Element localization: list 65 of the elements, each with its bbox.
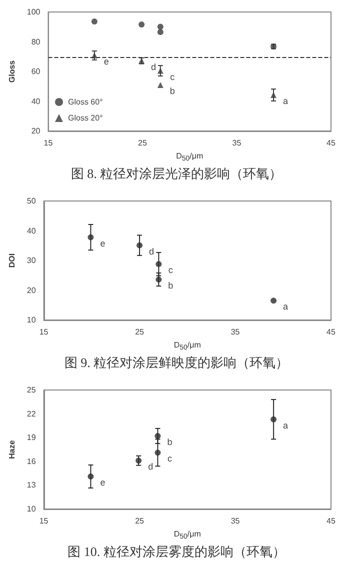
annotation: c: [168, 265, 174, 276]
legend-label: Gloss 60°: [68, 98, 103, 106]
y-axis-title: Gloss: [8, 60, 16, 83]
annotation: a: [283, 420, 288, 430]
x-tick-label: 25: [135, 328, 145, 336]
y-tick-label: 10: [26, 504, 36, 514]
point: [136, 458, 142, 464]
y-axis-title: DOI: [8, 253, 16, 268]
x-tick-label: 35: [230, 516, 240, 526]
point: [157, 68, 164, 74]
x-tick-label: 15: [39, 516, 49, 526]
annotation: a: [283, 302, 288, 312]
point: [156, 261, 162, 268]
y-tick-label: 19: [26, 433, 36, 442]
annotation: c: [170, 72, 176, 82]
point: [154, 450, 161, 456]
y-tick-label: 13: [26, 480, 36, 490]
annotation: b: [167, 437, 172, 448]
annotation: d: [148, 462, 154, 472]
x-tick-label: 35: [230, 328, 240, 336]
point: [270, 298, 277, 304]
annotation: e: [100, 238, 106, 248]
point: [88, 234, 94, 240]
y-tick-label: 30: [26, 256, 36, 265]
point: [157, 24, 164, 30]
x-tick-label: 35: [232, 138, 242, 148]
annotation: b: [168, 280, 174, 291]
point: [157, 82, 164, 88]
x-tick-label: 15: [44, 138, 54, 148]
annotation: e: [100, 477, 106, 488]
y-tick-label: 16: [26, 456, 36, 466]
point: [88, 473, 94, 480]
annotation: d: [149, 246, 154, 256]
y-tick-label: 20: [26, 286, 36, 295]
x-tick-label: 45: [326, 328, 336, 336]
text: 图 10. 粒径对涂层雾度的影响（环氧）: [68, 544, 286, 559]
y-tick-label: 80: [31, 37, 41, 46]
legend-label: Gloss 20°: [68, 114, 103, 122]
point: [157, 29, 164, 36]
text: 图 8. 粒径对涂层光泽的影响（环氧）: [70, 166, 282, 181]
y-tick-label: 60: [31, 67, 41, 76]
y-tick-label: 50: [26, 196, 36, 206]
y-tick-label: 40: [31, 96, 41, 106]
y-tick-label: 20: [31, 126, 41, 136]
point: [138, 21, 145, 28]
x-tick-label: 15: [39, 328, 49, 336]
y-tick-label: 10: [26, 316, 36, 324]
point: [136, 242, 143, 248]
x-tick-label: 25: [135, 516, 145, 526]
point: [270, 416, 277, 422]
annotation: c: [167, 454, 172, 464]
annotation: a: [283, 96, 288, 106]
y-axis-title: Haze: [8, 440, 16, 459]
x-tick-label: 45: [326, 138, 336, 148]
text: 图 9. 粒径对涂层鲜映度的影响（环氧）: [64, 355, 289, 370]
point: [91, 18, 98, 25]
x-tick-label: 25: [138, 138, 148, 148]
y-tick-label: 100: [26, 8, 41, 16]
y-tick-label: 25: [26, 386, 36, 394]
annotation: e: [104, 56, 109, 66]
annotation: d: [151, 62, 156, 72]
y-tick-label: 22: [26, 409, 36, 418]
y-tick-label: 40: [26, 226, 36, 236]
annotation: b: [170, 86, 175, 96]
x-tick-label: 45: [326, 516, 336, 526]
